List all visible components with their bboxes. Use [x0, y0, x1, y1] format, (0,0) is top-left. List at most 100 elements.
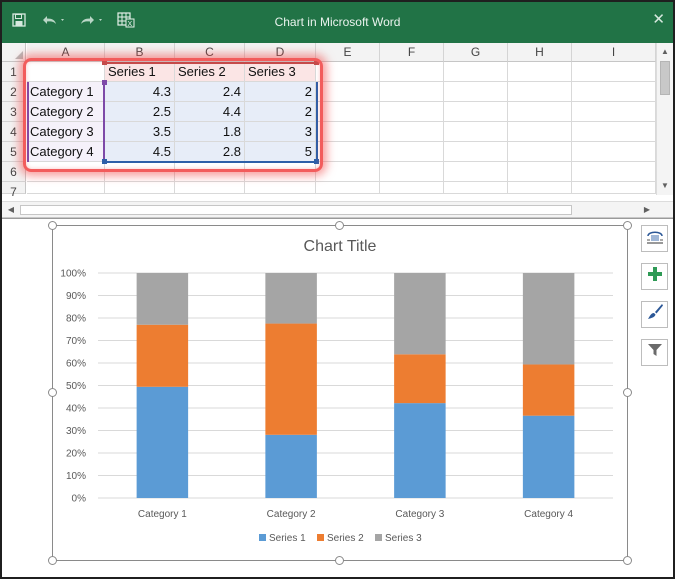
row-header-3[interactable]: 3	[2, 102, 26, 122]
cell-b3[interactable]: 2.5	[105, 102, 175, 122]
cell-f7[interactable]	[380, 182, 444, 194]
select-all-corner[interactable]	[2, 43, 26, 62]
row-header-4[interactable]: 4	[2, 122, 26, 142]
cell-f2[interactable]	[380, 82, 444, 102]
column-header-e[interactable]: E	[316, 43, 380, 62]
cell-d7[interactable]	[245, 182, 316, 194]
cell-g6[interactable]	[444, 162, 508, 182]
chart-elements-button[interactable]	[641, 263, 668, 290]
cell-b6[interactable]	[105, 162, 175, 182]
redo-icon[interactable]	[76, 10, 106, 30]
layout-options-button[interactable]	[641, 225, 668, 252]
cell-h5[interactable]	[508, 142, 572, 162]
cell-a1[interactable]	[27, 62, 105, 82]
cell-e6[interactable]	[316, 162, 380, 182]
chart-title[interactable]: Chart Title	[303, 238, 377, 255]
resize-handle[interactable]	[335, 221, 344, 230]
vertical-scrollbar[interactable]: ▲ ▼	[656, 43, 673, 195]
cell-i6[interactable]	[572, 162, 656, 182]
cell-c2[interactable]: 2.4	[175, 82, 245, 102]
cell-e4[interactable]	[316, 122, 380, 142]
resize-handle[interactable]	[48, 556, 57, 565]
cell-a5[interactable]: Category 4	[27, 142, 105, 162]
column-header-c[interactable]: C	[175, 43, 245, 62]
cell-g1[interactable]	[444, 62, 508, 82]
row-header-5[interactable]: 5	[2, 142, 26, 162]
cell-h6[interactable]	[508, 162, 572, 182]
cell-f6[interactable]	[380, 162, 444, 182]
column-header-a[interactable]: A	[27, 43, 105, 62]
save-icon[interactable]	[10, 10, 28, 30]
cell-i4[interactable]	[572, 122, 656, 142]
row-header-6[interactable]: 6	[2, 162, 26, 182]
cell-h7[interactable]	[508, 182, 572, 194]
close-icon[interactable]: ✕	[652, 11, 665, 28]
cell-b5[interactable]: 4.5	[105, 142, 175, 162]
range-handle[interactable]	[314, 60, 319, 65]
range-handle[interactable]	[314, 159, 319, 164]
horizontal-scrollbar[interactable]: ◀ ▶	[2, 201, 673, 218]
chart-styles-button[interactable]	[641, 301, 668, 328]
cell-a2[interactable]: Category 1	[27, 82, 105, 102]
undo-icon[interactable]	[38, 10, 68, 30]
cell-c1[interactable]: Series 2	[175, 62, 245, 82]
cell-d4[interactable]: 3	[245, 122, 316, 142]
scroll-left-icon[interactable]: ◀	[7, 205, 15, 214]
cell-e5[interactable]	[316, 142, 380, 162]
cell-d3[interactable]: 2	[245, 102, 316, 122]
cell-h4[interactable]	[508, 122, 572, 142]
scroll-thumb[interactable]	[660, 61, 670, 95]
cell-c3[interactable]: 4.4	[175, 102, 245, 122]
cell-b4[interactable]: 3.5	[105, 122, 175, 142]
cell-d2[interactable]: 2	[245, 82, 316, 102]
cell-g3[interactable]	[444, 102, 508, 122]
cell-h2[interactable]	[508, 82, 572, 102]
column-header-d[interactable]: D	[245, 43, 316, 62]
cell-e2[interactable]	[316, 82, 380, 102]
column-header-h[interactable]: H	[508, 43, 572, 62]
cell-f3[interactable]	[380, 102, 444, 122]
resize-handle[interactable]	[623, 556, 632, 565]
cell-i2[interactable]	[572, 82, 656, 102]
cell-g2[interactable]	[444, 82, 508, 102]
resize-handle[interactable]	[335, 556, 344, 565]
scroll-right-icon[interactable]: ▶	[643, 205, 651, 214]
cell-h1[interactable]	[508, 62, 572, 82]
range-handle[interactable]	[102, 159, 107, 164]
resize-handle[interactable]	[48, 221, 57, 230]
cell-e1[interactable]	[316, 62, 380, 82]
column-header-b[interactable]: B	[105, 43, 175, 62]
range-handle[interactable]	[102, 80, 107, 85]
cell-g5[interactable]	[444, 142, 508, 162]
resize-handle[interactable]	[48, 388, 57, 397]
cell-g7[interactable]	[444, 182, 508, 194]
cell-d5[interactable]: 5	[245, 142, 316, 162]
range-handle[interactable]	[102, 60, 107, 65]
cell-a4[interactable]: Category 3	[27, 122, 105, 142]
chart-object[interactable]: Chart Title 0% 10% 20% 30% 40% 50% 60% 70% 80% 90…	[52, 225, 628, 561]
cell-f1[interactable]	[380, 62, 444, 82]
scroll-up-icon[interactable]: ▲	[661, 47, 669, 56]
cell-g4[interactable]	[444, 122, 508, 142]
chart-filters-button[interactable]	[641, 339, 668, 366]
cell-c6[interactable]	[175, 162, 245, 182]
scroll-thumb[interactable]	[20, 205, 572, 215]
cell-f5[interactable]	[380, 142, 444, 162]
cell-i3[interactable]	[572, 102, 656, 122]
cell-i7[interactable]	[572, 182, 656, 194]
edit-data-in-excel-icon[interactable]: X	[116, 10, 136, 30]
cell-c5[interactable]: 2.8	[175, 142, 245, 162]
scroll-down-icon[interactable]: ▼	[661, 181, 669, 190]
column-header-g[interactable]: G	[444, 43, 508, 62]
resize-handle[interactable]	[623, 221, 632, 230]
cell-b1[interactable]: Series 1	[105, 62, 175, 82]
cell-i1[interactable]	[572, 62, 656, 82]
column-header-f[interactable]: F	[380, 43, 444, 62]
cell-e7[interactable]	[316, 182, 380, 194]
column-header-i[interactable]: I	[572, 43, 656, 62]
cell-a6[interactable]	[27, 162, 105, 182]
row-header-2[interactable]: 2	[2, 82, 26, 102]
cell-h3[interactable]	[508, 102, 572, 122]
cell-a7[interactable]	[27, 182, 105, 194]
cell-d6[interactable]	[245, 162, 316, 182]
